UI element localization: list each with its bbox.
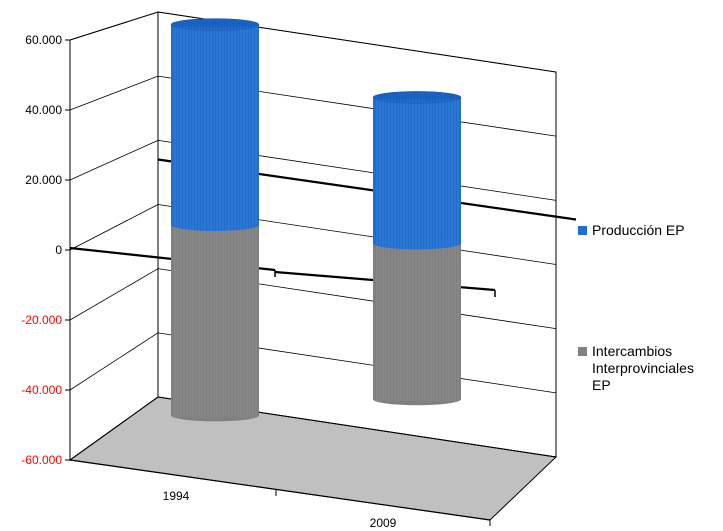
side-wall [69, 11, 159, 461]
chart-walls [68, 11, 558, 521]
legend-label-line-1: Intercambios [592, 343, 673, 359]
y-tick-label: 20.000 [25, 173, 62, 187]
x-tick-label-2009: 2009 [370, 516, 397, 530]
legend-label-produccion: Producción EP [592, 222, 685, 238]
bar-negative-bottom-1994 [171, 409, 259, 422]
y-tick-label: 0 [55, 243, 62, 257]
y-tick-label: -60.000 [21, 453, 62, 467]
legend-swatch-produccion [578, 226, 587, 235]
gridline-side [69, 204, 159, 251]
legend-swatch-intercambios [578, 347, 587, 356]
y-tick-label: 40.000 [25, 103, 62, 117]
bar-positive-base-1994 [171, 218, 259, 231]
gridline-side [69, 139, 159, 181]
gridline-side [69, 11, 159, 41]
bar-positive-2009 [373, 97, 461, 244]
zero-plane [69, 158, 577, 297]
gridline-side [69, 268, 159, 321]
bar-negative-bottom-2009 [373, 393, 461, 406]
bar-positive-top-2009 [372, 91, 462, 104]
legend-label-intercambios: Intercambios Interprovinciales EP [592, 343, 694, 394]
legend-label-line-2: Interprovinciales [592, 360, 694, 376]
legend-item-produccion: Producción EP [578, 222, 685, 239]
gridline-side [69, 75, 159, 111]
bar-positive-top-1994 [170, 18, 260, 31]
bar-positive-1994 [171, 24, 259, 225]
gridline-side [69, 396, 159, 461]
x-axis-line [69, 459, 491, 521]
gridline-side [69, 332, 159, 391]
floor [68, 396, 558, 521]
gridlines [69, 11, 557, 461]
y-axis: 60.000 40.000 20.000 0 -20.000 -40.000 -60.000 [21, 33, 71, 467]
bar-positive-base-2009 [373, 237, 461, 250]
x-tick-label-1994: 1994 [163, 489, 190, 503]
y-tick-label: -40.000 [21, 383, 62, 397]
y-tick-label: -20.000 [21, 313, 62, 327]
y-tick-label: 60.000 [25, 33, 62, 47]
x-axis: 1994 2009 [69, 459, 491, 530]
bars [170, 18, 462, 422]
legend-item-intercambios: Intercambios Interprovinciales EP [578, 343, 694, 394]
bar-negative-2009 [373, 243, 461, 400]
legend-label-line-3: EP [592, 377, 611, 393]
bar-negative-1994 [171, 224, 259, 416]
